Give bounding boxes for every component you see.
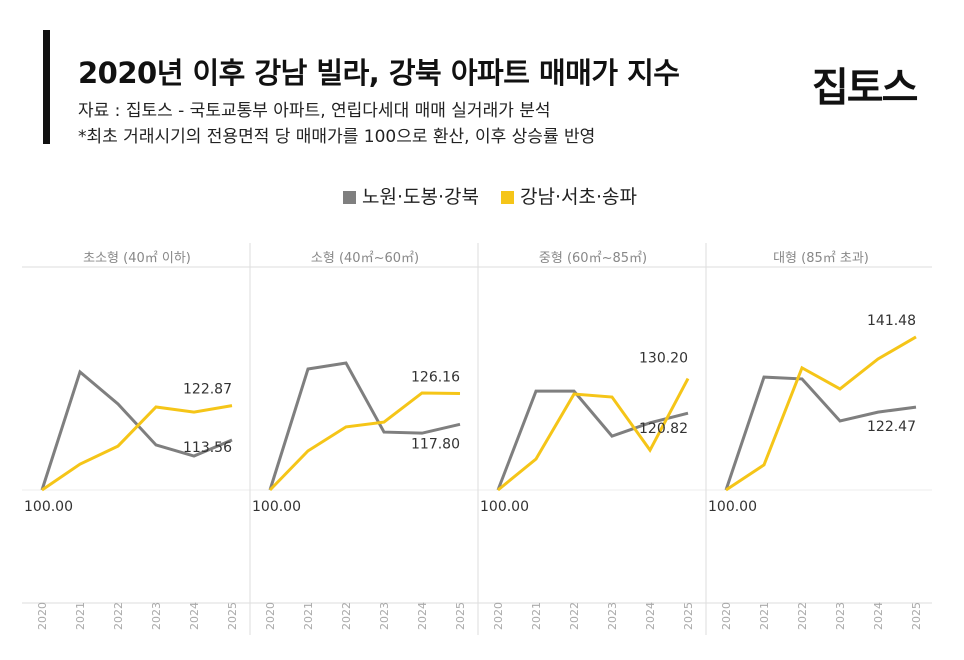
source-text: 자료 : 집토스 - 국토교통부 아파트, 연립다세대 매매 실거래가 분석 (78, 101, 551, 121)
x-tick-label: 2025 (682, 602, 695, 630)
panel-title: 초소형 (40㎡ 이하) (83, 251, 191, 266)
x-tick-label: 2022 (340, 602, 353, 630)
x-tick-label: 2020 (36, 602, 49, 630)
x-tick-label: 2023 (606, 602, 619, 630)
data-label: 120.82 (639, 421, 688, 437)
data-label: 122.47 (867, 419, 916, 435)
note-text: *최초 거래시기의 전용면적 당 매매가를 100으로 환산, 이후 상승률 반… (78, 127, 596, 147)
data-label: 141.48 (867, 313, 916, 329)
legend: 노원·도봉·강북 강남·서초·송파 (0, 182, 964, 209)
panel-title: 소형 (40㎡~60㎡) (311, 251, 419, 266)
x-tick-label: 2022 (796, 602, 809, 630)
series-line-yellow (725, 335, 917, 492)
legend-label-yellow: 강남·서초·송파 (520, 186, 637, 208)
x-tick-label: 2021 (530, 602, 543, 630)
x-tick-label: 2021 (758, 602, 771, 630)
series-line-gray (724, 375, 917, 491)
x-tick-label: 2025 (454, 602, 467, 630)
data-label: 113.56 (183, 440, 232, 456)
x-tick-label: 2020 (492, 602, 505, 630)
data-label: 117.80 (411, 436, 460, 452)
series-line-yellow (268, 391, 461, 492)
data-label: 122.87 (183, 382, 232, 398)
data-label: 100.00 (252, 499, 301, 515)
legend-swatch-yellow (501, 191, 515, 204)
x-tick-label: 2024 (644, 602, 657, 630)
x-tick-label: 2023 (834, 602, 847, 630)
series-line-yellow (41, 404, 233, 492)
panel-title: 대형 (85㎡ 초과) (773, 251, 869, 266)
x-tick-label: 2024 (416, 602, 429, 630)
x-tick-label: 2024 (188, 602, 201, 630)
x-tick-label: 2025 (226, 602, 239, 630)
x-tick-label: 2022 (112, 602, 125, 630)
x-tick-label: 2023 (378, 602, 391, 630)
panel-title: 중형 (60㎡~85㎡) (539, 251, 647, 266)
series-line-gray (268, 361, 461, 491)
data-label: 130.20 (639, 351, 688, 367)
x-tick-label: 2021 (74, 602, 87, 630)
x-tick-label: 2020 (264, 602, 277, 630)
x-tick-label: 2021 (302, 602, 315, 630)
x-tick-label: 2023 (150, 602, 163, 630)
legend-swatch-gray (343, 191, 356, 204)
data-label: 100.00 (480, 499, 529, 515)
legend-label-gray: 노원·도봉·강북 (362, 186, 479, 208)
page-title: 2020년 이후 강남 빌라, 강북 아파트 매매가 지수 (78, 56, 680, 90)
title-accent-bar (43, 30, 50, 144)
data-label: 100.00 (24, 499, 73, 515)
data-label: 100.00 (708, 499, 757, 515)
data-label: 126.16 (411, 369, 460, 385)
x-tick-label: 2022 (568, 602, 581, 630)
logo: 집토스 (812, 65, 918, 111)
x-tick-label: 2025 (910, 602, 923, 630)
series-line-yellow (497, 377, 690, 492)
series-line-gray (496, 389, 689, 491)
x-tick-label: 2020 (720, 602, 733, 630)
x-tick-label: 2024 (872, 602, 885, 630)
